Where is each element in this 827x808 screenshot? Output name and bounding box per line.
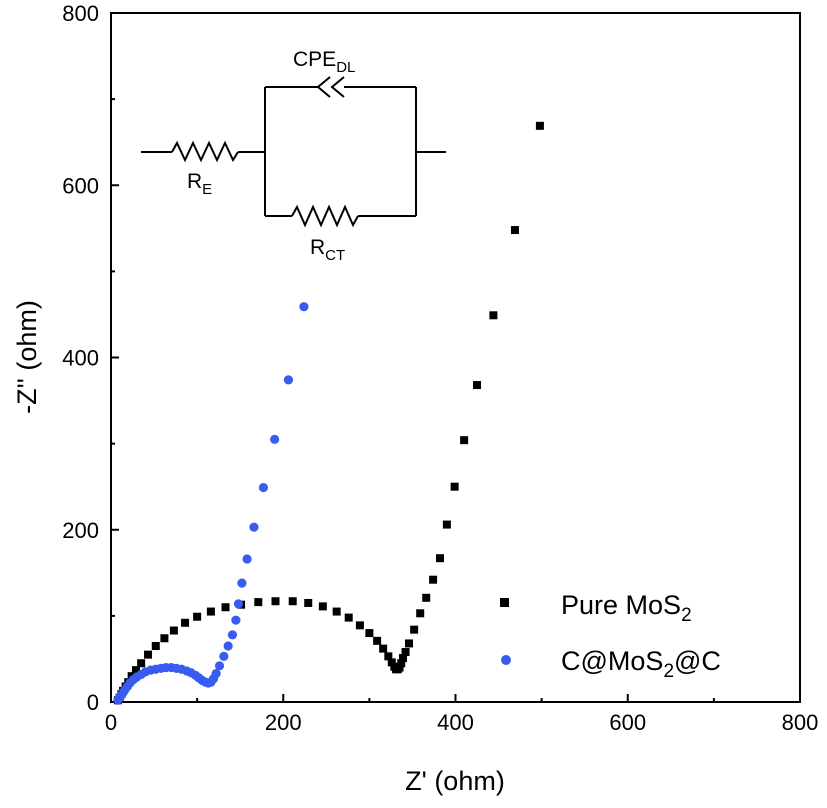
data-point-square [435,554,444,563]
data-point-circle [233,599,244,609]
data-point-square [404,639,413,648]
data-point-square [535,121,544,130]
y-tick-label: 0 [87,690,99,715]
axis-ticks [110,12,801,703]
resistor-re-icon [171,140,239,163]
cpe-dl-label: CPEDL [293,48,355,76]
x-axis-title: Z' (ohm) [405,766,505,796]
y-tick-label: 400 [62,346,99,371]
data-point-circle [211,668,221,679]
x-tick-label: 200 [265,710,302,735]
data-point-square [344,613,353,622]
data-point-square [384,652,393,661]
data-point-circle [283,375,294,385]
data-point-square [473,381,482,390]
plot-frame [110,12,801,703]
cpe-plate-left-icon [316,76,331,98]
data-point-square [410,625,419,634]
y-axis-title: -Z'' (ohm) [12,300,42,414]
data-point-square [181,618,190,627]
data-point-circle [237,578,247,588]
resistor-rct-icon [291,204,359,228]
legend-label-c-mos2-c: C@MoS2@C [561,646,721,682]
data-point-square [401,648,410,657]
data-point-circle [299,302,309,312]
data-point-square [151,642,160,651]
cpe-plate-right-icon [330,76,345,98]
series-1 [113,302,309,705]
data-point-square [254,598,263,607]
data-point-square [510,226,519,235]
data-point-square [429,575,438,584]
data-series-layer [113,121,544,705]
rct-label: RCT [310,236,345,264]
y-tick-label: 200 [62,518,99,543]
x-tick-label: 400 [437,710,474,735]
data-point-circle [249,522,259,532]
y-tick-label: 800 [62,1,99,26]
data-point-square [288,597,297,606]
data-point-circle [231,615,241,625]
legend-marker-pure-mos2 [500,598,509,607]
data-point-square [489,311,498,320]
re-label: RE [187,170,212,198]
data-point-square [442,520,451,529]
data-point-circle [214,661,225,671]
data-point-square [395,663,404,672]
data-point-square [206,607,215,616]
data-point-square [365,629,374,638]
data-point-square [460,436,469,445]
data-point-square [271,597,280,606]
data-point-square [193,612,202,621]
data-point-square [355,621,364,630]
data-point-circle [258,482,269,493]
data-point-square [422,593,431,602]
axis-tick-labels: 0 200 400 600 800 0 200 400 600 800 [62,1,818,735]
data-point-square [169,626,178,635]
data-point-square [398,654,407,663]
data-point-square [144,650,153,659]
data-point-square [379,644,388,653]
data-point-square [397,659,406,668]
x-tick-label: 600 [609,710,646,735]
legend-label-pure-mos2: Pure MoS2 [561,590,692,626]
data-point-square [416,609,425,618]
data-point-circle [219,651,229,661]
y-tick-label: 600 [62,173,99,198]
equivalent-circuit-inset [141,76,446,228]
legend-marker-c-mos2-c [501,655,511,665]
x-tick-label: 800 [782,710,819,735]
data-point-circle [242,554,252,564]
data-point-square [450,482,459,491]
data-point-square [131,666,140,675]
data-point-square [387,658,396,667]
data-point-circle [223,641,233,651]
data-point-square [373,636,382,645]
data-point-square [137,659,146,668]
data-point-square [160,634,169,643]
x-tick-label: 0 [105,710,117,735]
data-point-square [332,607,341,616]
data-point-circle [270,434,280,444]
legend: Pure MoS2 C@MoS2@C [500,590,721,682]
data-point-square [221,603,230,612]
data-point-square [304,598,313,607]
data-point-circle [227,630,238,640]
data-point-square [318,602,327,611]
